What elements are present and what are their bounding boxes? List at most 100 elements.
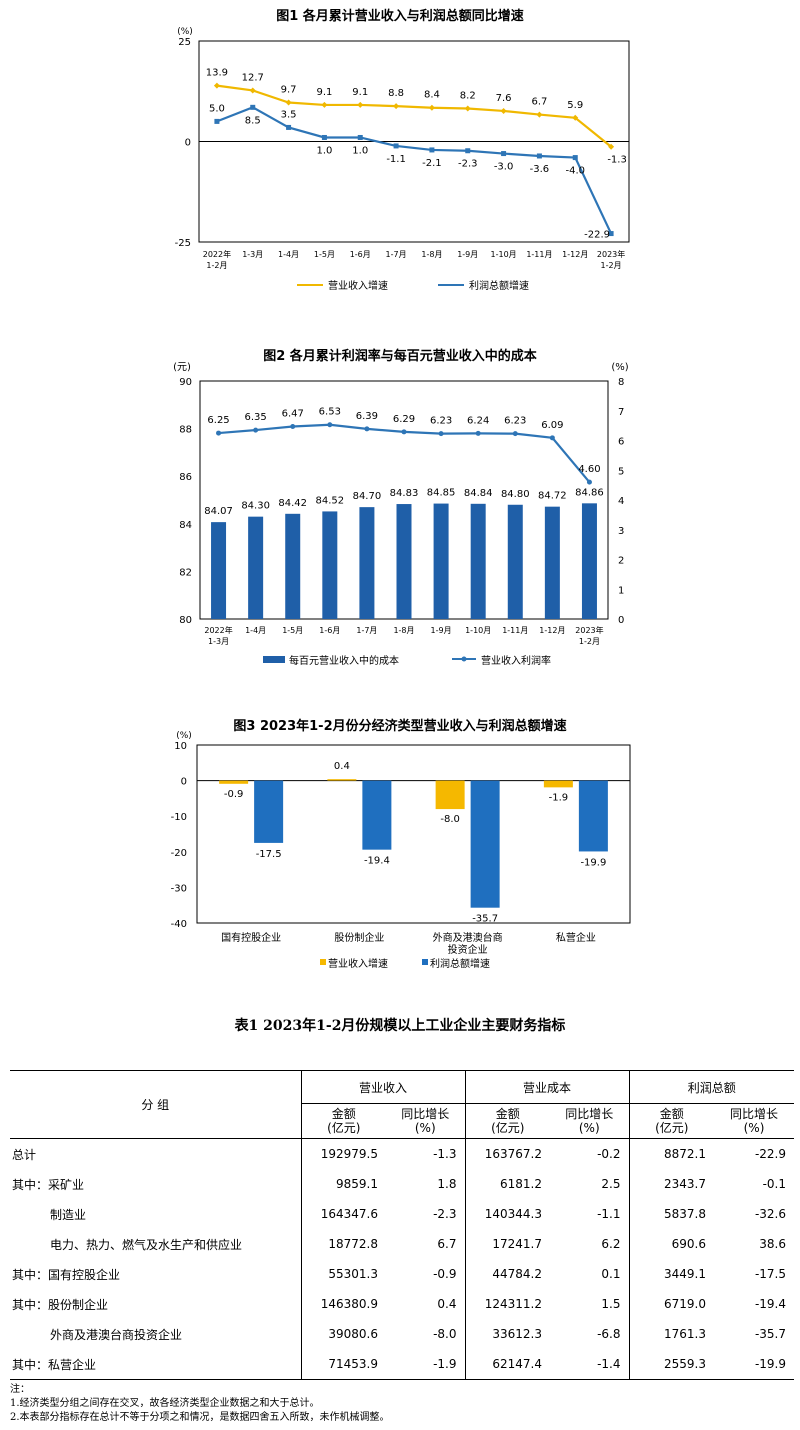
chart-title: 图2 各月累计利润率与每百元营业收入中的成本 — [263, 348, 537, 364]
table-cell: 164347.6 — [320, 1207, 378, 1221]
table-row: 其中：国有控股企业 55301.3 -0.9 44784.2 0.1 3449.1 -17.… — [10, 1259, 794, 1289]
data-point — [501, 151, 507, 157]
legend-label: 每百元营业收入中的成本 — [289, 654, 399, 667]
cost-bar — [248, 516, 264, 619]
table-cell: -1.4 — [550, 1349, 630, 1380]
y-right-tick-label: 1 — [618, 585, 624, 596]
y-tick-label: 0 — [181, 777, 187, 788]
chart-revenue-profit-growth: 图1 各月累计营业收入与利润总额同比增速 (%)25 0 -25 2022年 1-2月 1-… — [175, 8, 630, 292]
y-unit-label: (%) — [176, 731, 192, 741]
table-cell: 44784.2 — [492, 1267, 542, 1281]
data-label: 8.8 — [388, 88, 404, 99]
x-tick-label: 1-10月 — [465, 626, 491, 635]
line-label: 6.23 — [430, 416, 452, 427]
y-tick-label: -25 — [175, 238, 191, 249]
table-cell: 192979.5 — [320, 1147, 378, 1161]
data-point — [465, 148, 471, 154]
x-tick-label: 1-12月 — [562, 250, 588, 259]
data-point — [285, 99, 292, 106]
row-label: 制造业 — [10, 1199, 302, 1229]
revenue-growth-line — [216, 84, 612, 148]
bar-label: -17.5 — [256, 849, 282, 860]
legend-swatch-profit — [422, 959, 428, 965]
table-cell: 71453.9 — [328, 1357, 378, 1371]
table-cell: 140344.3 — [484, 1207, 542, 1221]
data-label: -1.1 — [386, 154, 406, 165]
x-tick-label: 1-3月 — [242, 250, 263, 259]
table-cell: 6181.2 — [500, 1177, 542, 1191]
data-point — [364, 426, 370, 432]
bar-label: 84.86 — [575, 487, 604, 498]
table-cell: 6.2 — [550, 1229, 630, 1259]
y-right-unit-label: (%) — [611, 362, 628, 373]
data-label: -3.6 — [530, 164, 550, 175]
y-right-tick-label: 7 — [618, 407, 624, 418]
bar-label: 84.42 — [278, 498, 307, 509]
cost-bar — [396, 504, 412, 619]
data-point — [216, 430, 222, 436]
table-cell: 146380.9 — [320, 1297, 378, 1311]
row-label: 其中：股份制企业 — [10, 1289, 302, 1319]
chart-title: 图3 2023年1-2月份分经济类型营业收入与利润总额增速 — [233, 718, 566, 734]
chart-ownership-growth: 图3 2023年1-2月份分经济类型营业收入与利润总额增速 (%)10 0 -10 -2… — [171, 718, 631, 970]
line-label: 6.29 — [393, 414, 415, 425]
x-tick-label: 1-7月 — [386, 250, 407, 259]
x-tick-label: 1-9月 — [457, 250, 478, 259]
table-cell: 33612.3 — [492, 1327, 542, 1341]
bar-label: 84.70 — [353, 491, 382, 502]
data-point — [438, 431, 444, 437]
bar-label: 84.85 — [427, 488, 456, 499]
y-right-tick-label: 4 — [618, 496, 624, 507]
profit-growth-bar — [362, 780, 392, 850]
data-point — [393, 143, 399, 149]
col-growth-header: 同比增长 (%) — [550, 1103, 630, 1139]
y-tick-label: 25 — [178, 37, 191, 48]
profit-growth-bar — [578, 780, 608, 852]
data-label: 6.7 — [531, 97, 547, 108]
col-growth-header: 同比增长 (%) — [386, 1103, 466, 1139]
cost-bar — [581, 503, 597, 619]
table-cell: 18772.8 — [328, 1237, 378, 1251]
y-tick-label: 10 — [174, 741, 187, 752]
table-cell: 6.7 — [386, 1229, 466, 1259]
bar-label: 84.83 — [390, 488, 419, 499]
y-right-tick-label: 6 — [618, 437, 624, 448]
y-right-tick-label: 8 — [618, 377, 624, 388]
x-tick-label: 1-8月 — [393, 626, 414, 635]
data-point — [572, 155, 578, 161]
table-cell: -2.3 — [386, 1199, 466, 1229]
table-cell: 39080.6 — [328, 1327, 378, 1341]
table-title: 表1 2023年1-2月份规模以上工业企业主要财务指标 — [234, 1018, 566, 1034]
data-point — [321, 134, 327, 140]
bar-label: 84.72 — [538, 491, 567, 502]
row-label: 外商及港澳台商投资企业 — [10, 1319, 302, 1349]
data-label: 5.0 — [209, 103, 225, 114]
x-tick-label: 1-12月 — [539, 626, 565, 635]
data-point — [249, 87, 256, 94]
bar-label: -1.9 — [549, 792, 569, 803]
data-point — [357, 134, 363, 140]
y-left-tick-label: 86 — [179, 472, 192, 483]
data-label: 7.6 — [496, 93, 512, 104]
data-point — [429, 147, 435, 153]
cost-bar — [544, 506, 560, 619]
table-cell: -0.9 — [386, 1259, 466, 1289]
table-cell: -8.0 — [386, 1319, 466, 1349]
table-row: 外商及港澳台商投资企业 39080.6 -8.0 33612.3 -6.8 1761.3 -… — [10, 1319, 794, 1349]
table-row: 其中：私营企业 71453.9 -1.9 62147.4 -1.4 2559.3 -19.9 — [10, 1349, 794, 1380]
col-group-cost: 营业成本 — [465, 1070, 630, 1104]
table-cell: 1.5 — [550, 1289, 630, 1319]
x-tick-label: 私营企业 — [556, 931, 596, 944]
data-point — [586, 479, 592, 485]
table-cell: -1.1 — [550, 1199, 630, 1229]
y-tick-label: 0 — [185, 138, 191, 149]
table-cell: -0.2 — [550, 1138, 630, 1169]
y-left-unit-label: (元) — [173, 362, 191, 373]
data-label: 3.5 — [281, 109, 297, 120]
data-point — [608, 231, 614, 237]
row-label: 其中：采矿业 — [10, 1169, 302, 1199]
table-cell: 124311.2 — [484, 1297, 542, 1311]
note-line: 注： — [10, 1384, 30, 1395]
y-left-tick-label: 90 — [179, 377, 192, 388]
legend-label: 营业收入增速 — [328, 279, 388, 292]
